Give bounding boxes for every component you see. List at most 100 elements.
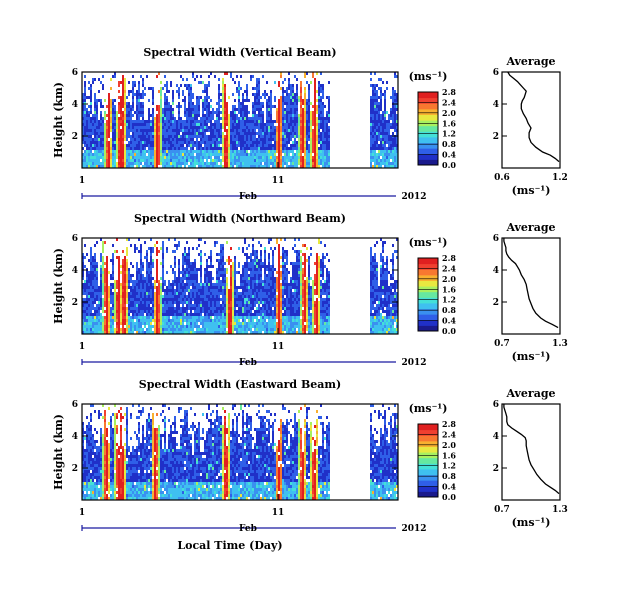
- heatmap-cell: [300, 150, 302, 153]
- heatmap-cell: [216, 165, 218, 168]
- heatmap-cell: [142, 78, 144, 81]
- heatmap-cell: [324, 162, 326, 165]
- heatmap-cell: [216, 298, 218, 301]
- heatmap-cell: [126, 292, 128, 295]
- heatmap-cell: [284, 156, 286, 159]
- heatmap-cell: [136, 96, 138, 99]
- heatmap-cell: [248, 162, 250, 165]
- heatmap-cell: [106, 141, 108, 144]
- heatmap-cell: [318, 105, 320, 108]
- heatmap-cell: [288, 99, 290, 102]
- heatmap-cell: [184, 123, 186, 126]
- heatmap-cell: [186, 262, 188, 265]
- heatmap-cell: [314, 102, 316, 105]
- heatmap-cell: [238, 159, 240, 162]
- heatmap-cell: [190, 129, 192, 132]
- heatmap-cell: [392, 138, 394, 141]
- heatmap-cell: [132, 123, 134, 126]
- heatmap-cell: [288, 126, 290, 129]
- heatmap-cell: [178, 159, 180, 162]
- heatmap-cell: [152, 292, 154, 295]
- heatmap-cell: [138, 87, 140, 90]
- heatmap-cell: [140, 244, 142, 247]
- heatmap-cell: [170, 292, 172, 295]
- heatmap-cell: [294, 123, 296, 126]
- heatmap-cell: [140, 153, 142, 156]
- heatmap-cell: [206, 138, 208, 141]
- panel-title: Spectral Width (Northward Beam): [134, 212, 346, 225]
- heatmap-cell: [374, 102, 376, 105]
- heatmap-cell: [384, 99, 386, 102]
- heatmap-cell: [172, 141, 174, 144]
- heatmap-cell: [82, 310, 84, 313]
- heatmap-cell: [224, 105, 226, 108]
- heatmap-cell: [252, 105, 254, 108]
- heatmap-cell: [192, 319, 194, 322]
- heatmap-cell: [82, 331, 84, 334]
- heatmap-cell: [114, 123, 116, 126]
- heatmap-cell: [278, 159, 280, 162]
- heatmap-cell: [82, 256, 84, 259]
- heatmap-cell: [394, 75, 396, 78]
- heatmap-cell: [186, 313, 188, 316]
- heatmap-cell: [308, 114, 310, 117]
- heatmap-cell: [390, 156, 392, 159]
- heatmap-cell: [262, 141, 264, 144]
- heatmap-cell: [108, 295, 110, 298]
- heatmap-cell: [226, 102, 228, 105]
- heatmap-cell: [118, 120, 120, 123]
- heatmap-cell: [198, 108, 200, 111]
- heatmap-cell: [114, 250, 116, 253]
- heatmap-cell: [90, 165, 92, 168]
- heatmap-cell: [234, 138, 236, 141]
- heatmap-cell: [322, 159, 324, 162]
- heatmap-cell: [112, 328, 114, 331]
- heatmap-cell: [134, 295, 136, 298]
- heatmap-cell: [160, 105, 162, 108]
- heatmap-cell: [388, 156, 390, 159]
- heatmap-cell: [88, 274, 90, 277]
- heatmap-cell: [258, 129, 260, 132]
- heatmap-cell: [396, 93, 398, 96]
- heatmap-cell: [210, 283, 212, 286]
- heatmap-cell: [106, 123, 108, 126]
- heatmap-cell: [292, 99, 294, 102]
- heatmap-cell: [148, 283, 150, 286]
- heatmap-cell: [140, 156, 142, 159]
- heatmap-cell: [100, 319, 102, 322]
- heatmap-cell: [198, 289, 200, 292]
- heatmap-cell: [372, 123, 374, 126]
- heatmap-cell: [212, 331, 214, 334]
- heatmap-cell: [94, 144, 96, 147]
- heatmap-cell: [184, 331, 186, 334]
- heatmap-cell: [320, 105, 322, 108]
- heatmap-cell: [222, 159, 224, 162]
- heatmap-cell: [96, 304, 98, 307]
- heatmap-cell: [130, 126, 132, 129]
- heatmap-cell: [240, 123, 242, 126]
- heatmap-cell: [176, 162, 178, 165]
- heatmap-cell: [256, 102, 258, 105]
- heatmap-cell: [136, 268, 138, 271]
- heatmap-cell: [314, 99, 316, 102]
- heatmap-cell: [160, 262, 162, 265]
- heatmap-cell: [258, 150, 260, 153]
- heatmap-cell: [192, 126, 194, 129]
- heatmap-cell: [122, 129, 124, 132]
- heatmap-cell: [156, 295, 158, 298]
- heatmap-cell: [216, 120, 218, 123]
- heatmap-cell: [216, 295, 218, 298]
- heatmap-cell: [130, 274, 132, 277]
- heatmap-cell: [106, 153, 108, 156]
- heatmap-cell: [154, 292, 156, 295]
- heatmap-cell: [272, 156, 274, 159]
- heatmap-cell: [254, 117, 256, 120]
- heatmap-cell: [102, 162, 104, 165]
- heatmap-cell: [140, 102, 142, 105]
- heatmap-cell: [252, 159, 254, 162]
- heatmap-cell: [194, 114, 196, 117]
- heatmap-cell: [374, 129, 376, 132]
- heatmap-cell: [192, 165, 194, 168]
- heatmap-cell: [300, 153, 302, 156]
- heatmap-cell: [190, 144, 192, 147]
